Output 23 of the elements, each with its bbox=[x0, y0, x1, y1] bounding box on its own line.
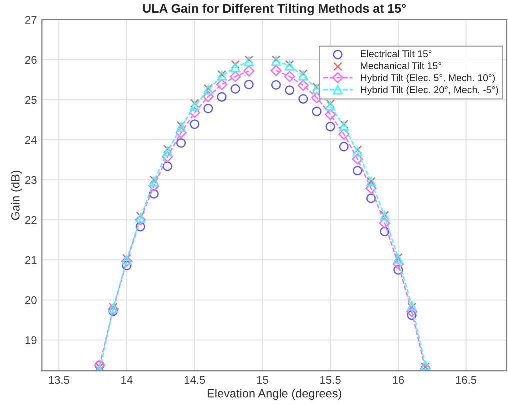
legend-label: Hybrid Tilt (Elec. 20°, Mech. -5°) bbox=[361, 86, 498, 96]
x-tick-label: 14.5 bbox=[184, 376, 206, 384]
x-tick-label: 13.5 bbox=[49, 376, 70, 384]
y-tick-label: 19 bbox=[26, 336, 37, 344]
y-tick-label: 24 bbox=[26, 136, 37, 144]
x-tick-label: 15.5 bbox=[320, 376, 341, 384]
y-tick-label: 25 bbox=[26, 96, 37, 104]
legend-label: Mechanical Tilt 15° bbox=[361, 62, 442, 70]
x-axis-title: Elevation Angle (degrees) bbox=[208, 389, 342, 400]
y-axis-title: Gain (dB) bbox=[11, 170, 22, 220]
x-tick-label: 14 bbox=[122, 376, 133, 384]
y-tick-label: 20 bbox=[26, 296, 37, 304]
y-tick-label: 21 bbox=[26, 256, 37, 264]
legend-label: Hybrid Tilt (Elec. 5°, Mech. 10°) bbox=[361, 74, 495, 84]
chart-title: ULA Gain for Different Tilting Methods at 15° bbox=[143, 4, 406, 16]
x-tick-label: 16 bbox=[393, 376, 404, 384]
x-tick-label: 16.5 bbox=[456, 376, 477, 384]
y-tick-label: 22 bbox=[26, 216, 37, 224]
y-tick-label: 27 bbox=[26, 16, 37, 24]
y-tick-label: 26 bbox=[26, 56, 37, 64]
y-tick-label: 23 bbox=[26, 176, 37, 184]
x-tick-label: 15 bbox=[257, 376, 268, 384]
legend-label: Electrical Tilt 15° bbox=[361, 50, 432, 58]
